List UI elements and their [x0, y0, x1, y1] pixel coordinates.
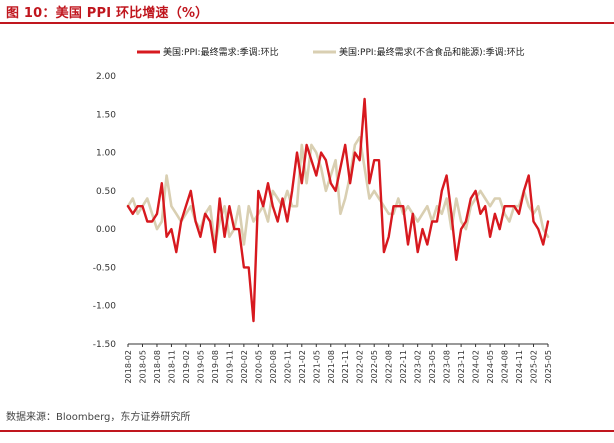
y-tick-label: -1.00	[93, 302, 117, 312]
x-tick-label: 2018-02	[124, 350, 133, 383]
y-axis: 2.00 1.50 1.00 0.50 0.00 -0.50 -1.00 -1.50	[93, 72, 117, 350]
x-tick-label: 2018-08	[153, 350, 162, 383]
series-line-ppi	[126, 97, 550, 323]
source-note: 数据来源：Bloomberg，东方证券研究所	[6, 412, 191, 423]
figure-title: 图 10：美国 PPI 环比增速（%）	[6, 6, 209, 21]
x-tick-label: 2019-02	[182, 350, 191, 383]
legend-label-ppi: 美国:PPI:最终需求:季调:环比	[163, 46, 279, 58]
x-tick-label: 2023-11	[457, 350, 466, 383]
title-divider	[0, 22, 614, 24]
x-tick-label: 2020-11	[283, 350, 292, 383]
x-axis: 2018-02 2018-05 2018-08 2018-11 2019-02 2019-…	[124, 343, 553, 383]
x-tick-label: 2021-08	[327, 350, 336, 383]
x-tick-label: 2019-05	[196, 350, 205, 383]
x-tick-label: 2022-11	[399, 350, 408, 383]
x-tick-label: 2022-08	[385, 350, 394, 383]
footer-divider	[0, 430, 614, 432]
x-tick-label: 2021-11	[341, 350, 350, 383]
y-tick-label: -0.50	[93, 263, 117, 273]
x-tick-label: 2024-08	[501, 350, 510, 383]
x-tick-label: 2018-11	[167, 350, 176, 383]
x-tick-label: 2023-08	[443, 350, 452, 383]
x-tick-label: 2024-02	[472, 350, 481, 383]
x-tick-label: 2024-11	[515, 350, 524, 383]
y-tick-label: 1.50	[96, 110, 116, 120]
y-tick-label: 2.00	[96, 72, 116, 82]
x-tick-label: 2025-05	[544, 350, 553, 383]
x-tick-label: 2025-02	[530, 350, 539, 383]
x-tick-label: 2019-11	[225, 350, 234, 383]
x-tick-label: 2022-02	[356, 350, 365, 383]
legend: 美国:PPI:最终需求:季调:环比 美国:PPI:最终需求(不含食品和能源):季…	[137, 46, 525, 58]
x-tick-label: 2018-05	[138, 350, 147, 383]
y-tick-label: 1.00	[96, 149, 116, 159]
series-layer	[126, 97, 550, 323]
x-tick-label: 2020-05	[254, 350, 263, 383]
x-tick-label: 2023-05	[428, 350, 437, 383]
x-tick-label: 2020-08	[269, 350, 278, 383]
y-tick-label: 0.50	[96, 187, 116, 197]
x-tick-label: 2019-08	[211, 350, 220, 383]
x-tick-label: 2020-02	[240, 350, 249, 383]
x-tick-label: 2022-05	[370, 350, 379, 383]
x-tick-label: 2024-05	[486, 350, 495, 383]
x-tick-label: 2021-02	[298, 350, 307, 383]
y-tick-label: -1.50	[93, 340, 117, 350]
legend-label-core-ppi: 美国:PPI:最终需求(不含食品和能源):季调:环比	[339, 46, 525, 58]
y-tick-label: 0.00	[96, 225, 116, 235]
x-tick-label: 2021-05	[312, 350, 321, 383]
x-tick-label: 2023-02	[414, 350, 423, 383]
